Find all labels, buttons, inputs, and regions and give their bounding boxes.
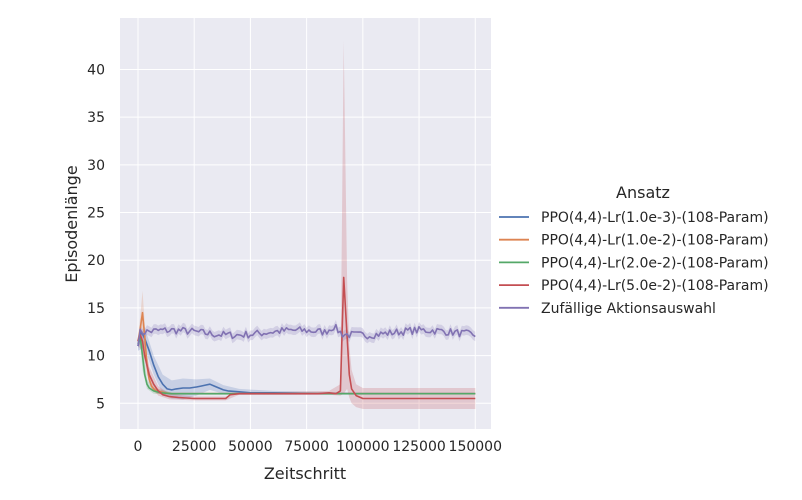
series-band-4 bbox=[138, 320, 476, 351]
y-tick-labels: 5 10 15 20 25 30 35 40 bbox=[87, 62, 105, 412]
legend-label-0: PPO(4,4)-Lr(1.0e-3)-(108-Param) bbox=[541, 210, 769, 226]
series-line-3 bbox=[137, 276, 476, 400]
series-lines bbox=[137, 276, 476, 400]
y-tick-label: 35 bbox=[87, 110, 105, 126]
x-tick-label: 50000 bbox=[228, 439, 273, 455]
x-tick-label: 125000 bbox=[392, 439, 445, 455]
y-tick-label: 30 bbox=[87, 158, 105, 174]
legend-label-2: PPO(4,4)-Lr(2.0e-2)-(108-Param) bbox=[541, 255, 769, 271]
legend-label-1: PPO(4,4)-Lr(1.0e-2)-(108-Param) bbox=[541, 233, 769, 249]
y-tick-label: 40 bbox=[87, 62, 105, 78]
x-axis-title: Zeitschritt bbox=[264, 464, 346, 483]
series-band-0 bbox=[138, 327, 476, 400]
x-tick-label: 0 bbox=[134, 439, 143, 455]
x-tick-label: 100000 bbox=[336, 439, 389, 455]
legend: Ansatz PPO(4,4)-Lr(1.0e-3)-(108-Param) PP… bbox=[499, 183, 769, 317]
plot-background bbox=[120, 18, 491, 429]
series-line-4 bbox=[137, 323, 476, 347]
y-tick-label: 25 bbox=[87, 206, 105, 222]
confidence-bands bbox=[138, 40, 476, 410]
y-tick-label: 15 bbox=[87, 301, 105, 317]
y-tick-label: 5 bbox=[96, 396, 105, 412]
grid-lines bbox=[120, 18, 491, 429]
x-tick-label: 75000 bbox=[284, 439, 329, 455]
y-axis-title: Episodenlänge bbox=[62, 165, 81, 282]
x-tick-labels: 0 25000 50000 75000 100000 125000 150000 bbox=[134, 439, 502, 455]
x-tick-label: 150000 bbox=[449, 439, 502, 455]
x-tick-label: 25000 bbox=[172, 439, 217, 455]
legend-label-4: Zufällige Aktionsauswahl bbox=[541, 301, 716, 317]
legend-title: Ansatz bbox=[616, 183, 670, 202]
y-tick-label: 10 bbox=[87, 349, 105, 365]
legend-label-3: PPO(4,4)-Lr(5.0e-2)-(108-Param) bbox=[541, 278, 769, 294]
y-tick-label: 20 bbox=[87, 253, 105, 269]
